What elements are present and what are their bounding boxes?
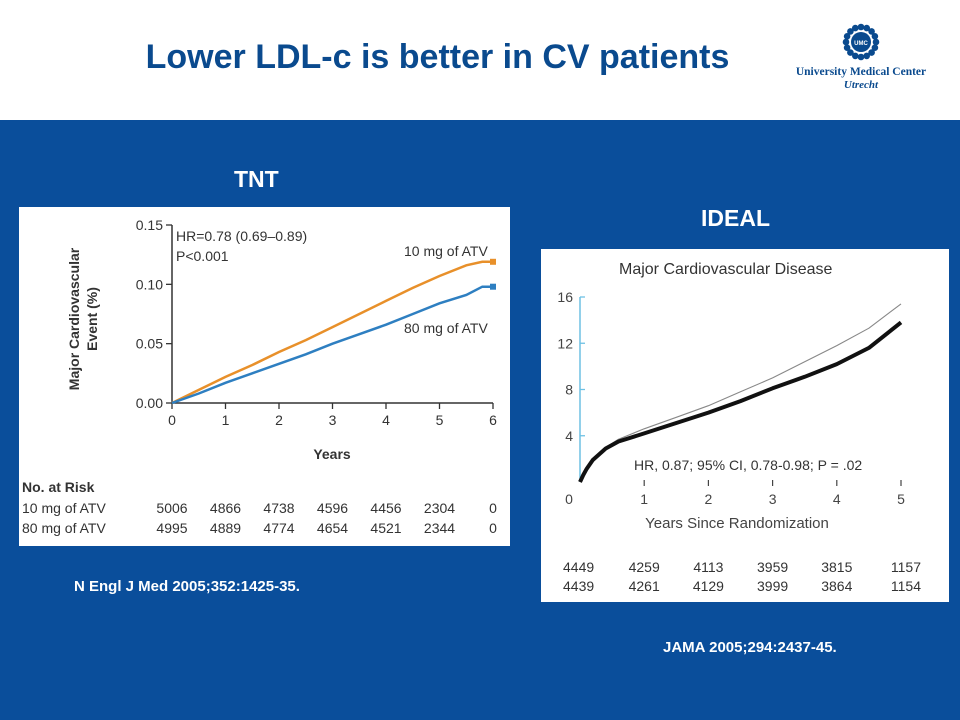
ideal-origin-label: 0	[565, 491, 573, 507]
tnt-ylabel-2: Event (%)	[84, 287, 100, 351]
tnt-xtick-label: 4	[382, 412, 390, 428]
ideal-xtick-label: 2	[705, 491, 713, 507]
seal-petal	[868, 28, 875, 35]
seal-petal	[857, 23, 865, 31]
tnt-chart-panel: 0.00 0.05 0.10 0.15 0 1 2 3 4 5 6 HR=0.78 (0.69–0.…	[19, 207, 510, 546]
ideal-hr-text: HR, 0.87; 95% CI, 0.78-0.98; P = .02	[634, 457, 862, 473]
seal-petal	[842, 38, 850, 46]
tnt-citation: N Engl J Med 2005;352:1425-35.	[74, 578, 300, 595]
seal-text: UMC	[854, 41, 868, 47]
ideal-risk-value: 4449	[563, 559, 594, 575]
seal-petal	[843, 33, 851, 40]
seal-petal	[847, 49, 854, 56]
ideal-risk-value: 4129	[693, 578, 724, 594]
ideal-xtick-label: 1	[640, 491, 648, 507]
seal-petal	[852, 52, 859, 60]
umc-seal-icon: UMC	[842, 23, 880, 61]
tnt-legend-80mg: 80 mg of ATV	[404, 320, 488, 336]
ideal-risk-value: 1154	[891, 578, 921, 594]
tnt-series-10mg	[171, 260, 493, 405]
tnt-risk-value: 4456	[370, 500, 401, 516]
tnt-risk-value: 4596	[317, 500, 348, 516]
ideal-series-lower	[578, 320, 903, 483]
tnt-series-80mg	[171, 285, 493, 405]
ideal-xtick-label: 5	[897, 491, 905, 507]
tnt-ytick-label: 0.10	[136, 276, 163, 292]
ideal-risk-value: 3999	[757, 578, 788, 594]
seal-petal	[871, 33, 879, 40]
tnt-risk-heading: No. at Risk	[22, 479, 95, 495]
seal-petal	[857, 53, 865, 61]
seal-petal	[871, 44, 879, 51]
ideal-ytick-label: 12	[557, 335, 573, 351]
slide-title: Lower LDL-c is better in CV patients	[145, 38, 730, 76]
tnt-risk-value: 0	[489, 500, 497, 516]
seal-petal	[843, 44, 851, 51]
tnt-series-10mg-end-marker	[490, 258, 496, 265]
ideal-risk-value: 3815	[821, 559, 852, 575]
tnt-series-80mg-end-marker	[490, 283, 496, 290]
seal-petal	[847, 28, 854, 35]
ideal-risk-value: 4259	[629, 559, 660, 575]
tnt-risk-value: 4889	[210, 520, 241, 536]
ideal-risk-value: 3864	[821, 578, 852, 594]
ideal-xtick-label: 4	[833, 491, 841, 507]
seal-petal	[863, 24, 870, 32]
seal-petal	[868, 49, 875, 56]
ideal-chart-title: Major Cardiovascular Disease	[619, 261, 833, 278]
ideal-heading: IDEAL	[701, 205, 770, 231]
ideal-xlabel: Years Since Randomization	[645, 515, 829, 532]
ideal-ytick-label: 16	[557, 289, 573, 305]
tnt-risk-value: 4866	[210, 500, 241, 516]
ideal-ytick-label: 8	[565, 382, 573, 398]
seal-petal	[863, 52, 870, 60]
tnt-xtick-label: 6	[489, 412, 497, 428]
tnt-risk-value: 2344	[424, 520, 455, 536]
tnt-xtick-label: 1	[222, 412, 230, 428]
tnt-risk-value: 4995	[156, 520, 187, 536]
tnt-hr-text: HR=0.78 (0.69–0.89)	[176, 228, 307, 244]
tnt-heading: TNT	[234, 166, 279, 192]
ideal-chart-panel: Major Cardiovascular Disease 4 8 12 16 0 1 2 3 4…	[541, 249, 949, 602]
seal-petal	[852, 24, 859, 32]
tnt-ytick-label: 0.15	[136, 217, 163, 233]
ideal-risk-value: 4261	[629, 578, 660, 594]
tnt-legend-10mg: 10 mg of ATV	[404, 243, 488, 259]
logo-name: University Medical Center	[795, 66, 927, 78]
ideal-risk-value: 3959	[757, 559, 788, 575]
tnt-xtick-label: 0	[168, 412, 176, 428]
tnt-xlabel: Years	[313, 446, 351, 462]
tnt-ylabel-1: Major Cardiovascular	[66, 247, 82, 390]
ideal-xtick-label: 3	[769, 491, 777, 507]
tnt-risk-value: 4521	[370, 520, 401, 536]
ideal-series-upper	[579, 303, 902, 483]
ideal-ytick-label: 4	[565, 428, 573, 444]
tnt-risk-value: 4774	[263, 520, 294, 536]
logo-city: Utrecht	[843, 79, 879, 91]
ideal-risk-value: 4439	[563, 578, 594, 594]
tnt-risk-value: 4738	[263, 500, 294, 516]
seal-petal	[872, 38, 880, 46]
tnt-xtick-label: 5	[436, 412, 444, 428]
tnt-risk-value: 4654	[317, 520, 348, 536]
tnt-risk-row-label: 80 mg of ATV	[22, 520, 106, 536]
tnt-xtick-label: 2	[275, 412, 283, 428]
tnt-risk-row-label: 10 mg of ATV	[22, 500, 106, 516]
ideal-risk-value: 4113	[693, 559, 723, 575]
tnt-p-text: P<0.001	[176, 248, 229, 264]
tnt-risk-value: 2304	[424, 500, 455, 516]
tnt-xtick-label: 3	[329, 412, 337, 428]
tnt-ytick-label: 0.00	[136, 395, 163, 411]
tnt-chart: 0.00 0.05 0.10 0.15 0 1 2 3 4 5 6 HR=0.78 (0.69–0.…	[22, 217, 497, 536]
ideal-citation: JAMA 2005;294:2437-45.	[663, 639, 837, 656]
ideal-risk-value: 1157	[891, 559, 921, 575]
tnt-risk-value: 5006	[156, 500, 187, 516]
tnt-ytick-label: 0.05	[136, 336, 163, 352]
tnt-risk-value: 0	[489, 520, 497, 536]
